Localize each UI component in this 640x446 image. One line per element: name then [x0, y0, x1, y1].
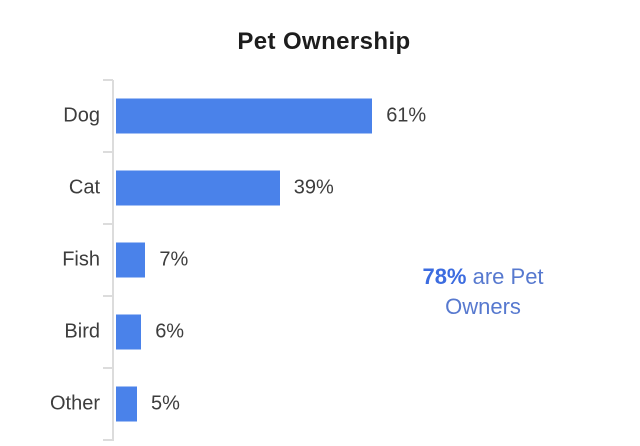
bar	[116, 386, 137, 421]
chart-title: Pet Ownership	[237, 28, 411, 55]
bar	[116, 170, 280, 205]
annotation-line1: 78% are Pet	[422, 264, 543, 289]
category-label: Dog	[63, 104, 100, 126]
annotation-line1-rest: are Pet	[466, 264, 544, 289]
axis-tick	[103, 78, 113, 81]
bar-row: Other 5%	[0, 368, 640, 440]
annotation-pet-owners: 78% are Pet Owners	[388, 262, 578, 322]
axis-tick	[103, 150, 113, 153]
axis-tick	[103, 222, 113, 225]
bar	[116, 98, 373, 133]
annotation-line2: Owners	[445, 294, 521, 319]
category-label: Cat	[68, 176, 100, 198]
axis-tick	[103, 366, 113, 369]
axis-tick	[103, 438, 113, 441]
category-label: Other	[49, 392, 100, 414]
value-label: 7%	[159, 248, 189, 270]
category-label: Bird	[64, 320, 100, 342]
value-label: 6%	[155, 320, 185, 342]
bar-row: Cat 39%	[0, 152, 640, 224]
value-label: 61%	[386, 104, 427, 126]
y-axis-line	[112, 80, 114, 441]
bar	[116, 314, 142, 349]
bar-row: Bird 6%	[0, 296, 640, 368]
value-label: 5%	[151, 392, 180, 414]
axis-tick	[103, 294, 113, 297]
category-label: Fish	[62, 248, 100, 270]
annotation-highlight: 78%	[422, 264, 467, 289]
bar	[116, 242, 146, 277]
bar-row: Dog 61%	[0, 80, 640, 152]
value-label: 39%	[293, 176, 334, 198]
bar-row: Fish 7%	[0, 224, 640, 296]
